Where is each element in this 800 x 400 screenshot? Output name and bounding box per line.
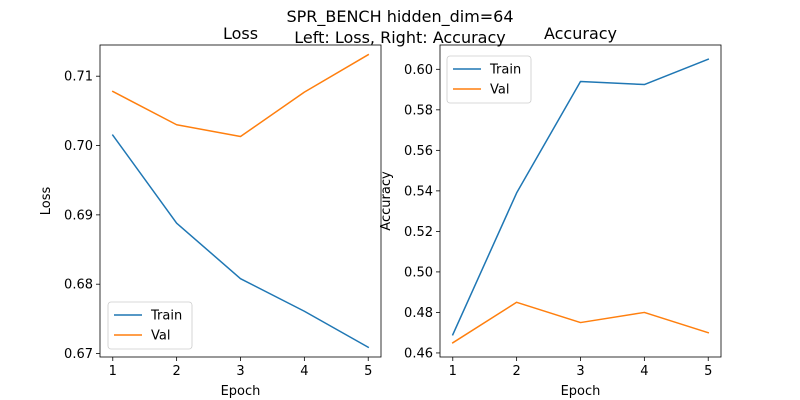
accuracy-y-tick-label: 0.46 [404,346,433,361]
accuracy-x-tick-label: 3 [576,364,584,379]
loss-chart-title: Loss [223,24,258,43]
loss-y-tick-label: 0.71 [64,70,93,85]
loss-y-axis-label: Loss [39,187,54,216]
loss-series-val-line [111,53,370,138]
accuracy-legend-label-val: Val [490,83,509,98]
loss-y-tick-label: 0.69 [64,208,93,223]
loss-x-axis-label: Epoch [221,384,261,399]
loss-series-train-line [111,134,370,349]
accuracy-y-tick-label: 0.50 [404,265,433,280]
accuracy-y-tick-label: 0.52 [404,225,433,240]
accuracy-y-tick-label: 0.48 [404,306,433,321]
accuracy-x-tick-label: 5 [704,364,712,379]
accuracy-legend-box [446,55,532,104]
loss-legend-box [107,301,193,350]
accuracy-y-axis-label: Accuracy [379,171,394,231]
loss-y-tick-label: 0.68 [64,278,93,293]
loss-x-tick-label: 2 [172,364,180,379]
loss-legend-label-train: Train [150,309,182,324]
accuracy-legend-label-train: Train [489,63,521,78]
loss-chart: Loss 1 2 3 4 5 0.67 0.68 0.69 0.70 0.71 Epoch Loss Tr… [39,24,382,399]
loss-y-tick-label: 0.67 [64,347,93,362]
accuracy-series-train-line [451,58,710,336]
accuracy-y-tick-label: 0.56 [404,144,433,159]
accuracy-y-tick-label: 0.54 [404,184,433,199]
accuracy-legend: Train Val [446,55,532,104]
accuracy-x-tick-label: 4 [640,364,648,379]
figure-suptitle-line2: Left: Loss, Right: Accuracy [294,28,506,47]
accuracy-chart-title: Accuracy [544,24,617,43]
loss-legend-label-val: Val [151,329,170,344]
accuracy-series-val-line [451,301,710,344]
loss-legend: Train Val [107,301,193,350]
figure-suptitle-line1: SPR_BENCH hidden_dim=64 [286,7,513,27]
accuracy-y-tick-label: 0.60 [404,63,433,78]
loss-x-tick-label: 3 [236,364,244,379]
loss-x-tick-label: 4 [300,364,308,379]
loss-x-tick-label: 5 [364,364,372,379]
loss-y-tick-label: 0.70 [64,139,93,154]
accuracy-y-tick-label: 0.58 [404,103,433,118]
accuracy-chart: Accuracy 1 2 3 4 5 0.46 0.48 0.50 0.52 0.54 0.56 0.5… [379,24,722,399]
accuracy-x-axis-label: Epoch [561,384,601,399]
accuracy-x-tick-label: 2 [512,364,520,379]
accuracy-x-tick-label: 1 [449,364,457,379]
loss-x-tick-label: 1 [109,364,117,379]
